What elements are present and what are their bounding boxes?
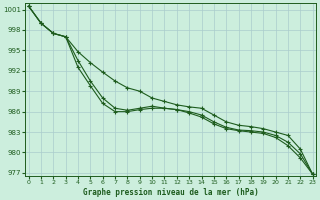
X-axis label: Graphe pression niveau de la mer (hPa): Graphe pression niveau de la mer (hPa) [83,188,259,197]
